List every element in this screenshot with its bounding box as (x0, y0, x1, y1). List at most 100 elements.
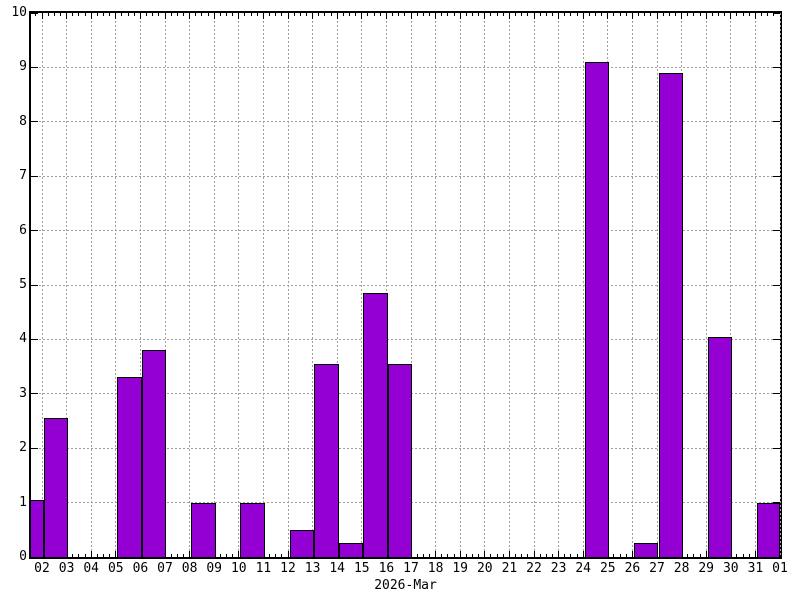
x-minor-tick (767, 13, 769, 16)
v-gridline (410, 13, 412, 557)
x-major-tick (213, 13, 215, 19)
h-gridline (31, 66, 780, 68)
x-major-tick (484, 551, 486, 557)
bar-day-12 (289, 529, 315, 557)
x-minor-tick (219, 13, 221, 16)
x-minor-tick (718, 13, 719, 16)
x-tick-label: 14 (329, 561, 346, 576)
x-minor-tick (748, 13, 750, 16)
y-major-tick (773, 13, 780, 14)
x-minor-tick (724, 13, 726, 16)
y-major-tick (773, 393, 780, 395)
x-minor-tick (699, 13, 701, 16)
x-minor-tick (392, 13, 394, 16)
x-minor-tick (447, 554, 449, 557)
h-gridline (31, 230, 780, 232)
x-minor-tick (551, 13, 553, 16)
x-minor-tick (182, 13, 184, 16)
x-major-tick (631, 551, 633, 557)
x-minor-tick (668, 13, 670, 16)
x-major-tick (435, 551, 437, 557)
x-major-tick (533, 13, 535, 19)
x-minor-tick (201, 13, 203, 16)
x-minor-tick (644, 13, 646, 16)
x-minor-tick (269, 554, 271, 557)
x-major-tick (287, 551, 289, 557)
x-major-tick (287, 13, 289, 19)
x-minor-tick (613, 13, 615, 16)
x-minor-tick (121, 13, 123, 16)
h-gridline (31, 338, 780, 340)
y-tick-label: 8 (19, 113, 27, 129)
bar-day-10 (240, 502, 265, 557)
x-major-tick (410, 13, 412, 19)
x-minor-tick (601, 13, 603, 16)
x-minor-tick (515, 13, 517, 16)
x-tick-label: 08 (181, 561, 198, 576)
x-tick-label: 12 (280, 561, 296, 576)
y-tick-label: 6 (19, 222, 27, 238)
x-minor-tick (53, 13, 55, 16)
x-tick-label: 24 (575, 561, 592, 576)
y-tick-label: 1 (19, 494, 27, 510)
v-gridline (139, 13, 141, 557)
x-tick-label: 05 (107, 561, 124, 576)
x-minor-tick (318, 13, 320, 16)
x-minor-tick (441, 554, 443, 557)
x-major-tick (508, 551, 510, 557)
x-tick-label: 02 (34, 561, 50, 576)
x-minor-tick (472, 554, 473, 557)
x-major-tick (66, 13, 68, 19)
x-minor-tick (496, 554, 498, 557)
v-gridline (336, 13, 338, 557)
x-minor-tick (662, 13, 664, 16)
x-minor-tick (422, 13, 424, 16)
bar-day-02 (43, 418, 69, 557)
x-major-tick (484, 13, 486, 19)
x-minor-tick (428, 13, 430, 16)
x-minor-tick (539, 13, 541, 16)
x-minor-tick (256, 13, 258, 16)
v-gridline (582, 13, 584, 557)
x-minor-tick (176, 554, 178, 557)
x-minor-tick (539, 554, 541, 557)
y-tick-label: 5 (19, 277, 27, 292)
grid-layer (31, 13, 781, 557)
x-major-tick (115, 13, 117, 19)
x-minor-tick (250, 13, 252, 16)
x-minor-tick (305, 13, 307, 16)
x-major-tick (730, 13, 732, 19)
x-major-tick (681, 13, 683, 19)
y-major-tick (31, 13, 38, 14)
x-minor-tick (109, 13, 111, 16)
x-tick-label: 23 (550, 561, 567, 576)
x-tick-label: 15 (353, 561, 370, 576)
y-tick-label: 0 (19, 549, 27, 564)
y-major-tick (31, 121, 38, 123)
y-major-tick (773, 447, 780, 449)
x-minor-tick (453, 554, 455, 557)
x-major-tick (754, 551, 756, 557)
x-minor-tick (330, 13, 332, 16)
x-minor-tick (502, 554, 504, 557)
y-tick-label: 10 (11, 5, 27, 20)
y-major-tick (773, 230, 780, 232)
x-minor-tick (35, 13, 37, 16)
x-minor-tick (428, 554, 430, 557)
x-major-tick (558, 13, 560, 19)
x-minor-tick (564, 554, 566, 557)
x-minor-tick (564, 13, 566, 16)
x-minor-tick (545, 554, 547, 557)
plot-area (29, 11, 782, 559)
x-minor-tick (576, 13, 578, 16)
x-tick-label: 16 (378, 561, 395, 576)
x-minor-tick (281, 13, 283, 16)
x-minor-tick (293, 13, 295, 16)
x-major-tick (705, 551, 707, 557)
x-minor-tick (490, 13, 492, 16)
v-gridline (213, 13, 215, 557)
x-minor-tick (275, 13, 277, 16)
x-minor-tick (103, 13, 104, 16)
bar-day-06 (141, 350, 167, 557)
x-minor-tick (349, 13, 350, 16)
